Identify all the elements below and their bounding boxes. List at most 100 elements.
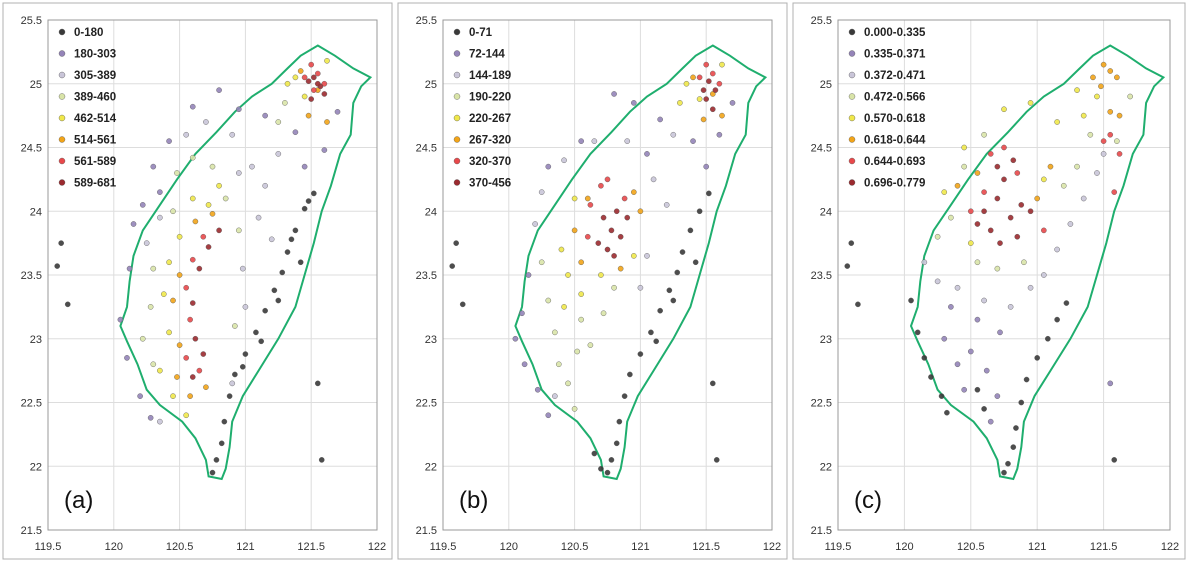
data-point	[657, 307, 663, 314]
data-point	[189, 103, 196, 110]
data-point	[1111, 457, 1118, 463]
legend-label: 72-144	[469, 49, 505, 61]
data-point	[954, 361, 961, 368]
data-point	[545, 163, 552, 170]
data-point	[921, 355, 928, 361]
data-point	[255, 214, 262, 221]
legend-marker	[848, 179, 856, 186]
data-point	[183, 284, 189, 291]
y-tick-label: 22.5	[416, 398, 437, 410]
data-point	[1047, 163, 1054, 170]
data-point	[994, 195, 1001, 202]
data-point	[176, 342, 183, 348]
data-point	[305, 198, 312, 204]
data-point	[1014, 170, 1021, 176]
data-point	[696, 208, 703, 215]
legend-marker	[58, 114, 66, 122]
data-point	[308, 96, 315, 102]
data-point	[1067, 221, 1074, 227]
y-tick-label: 24.5	[811, 143, 832, 155]
data-point	[311, 190, 317, 197]
data-point	[584, 233, 591, 240]
data-point	[1041, 272, 1047, 278]
data-point	[687, 227, 694, 234]
y-tick-label: 23	[425, 334, 437, 346]
data-point	[58, 240, 64, 246]
data-point	[587, 202, 594, 208]
legend-marker	[453, 157, 461, 165]
scatter-map-b: 21.5 22 22.5 23 23.5 24 24.5 25 25.5 119.5 120 120.…	[397, 2, 788, 560]
legend-label: 0.472-0.566	[864, 92, 925, 104]
data-point	[170, 297, 176, 304]
data-point	[716, 80, 723, 87]
data-point	[1094, 170, 1100, 176]
data-point	[1001, 106, 1007, 113]
plot-area	[47, 19, 378, 531]
data-point	[143, 240, 150, 246]
data-point	[709, 70, 716, 77]
data-point	[565, 380, 571, 387]
data-point	[130, 221, 137, 227]
data-point	[624, 138, 631, 144]
data-point	[1090, 74, 1096, 81]
data-point	[318, 457, 325, 463]
y-tick-label: 23	[30, 334, 42, 346]
data-point	[674, 269, 681, 276]
data-point	[449, 263, 456, 269]
data-point	[608, 227, 615, 234]
data-point	[696, 74, 703, 81]
data-point	[301, 163, 308, 170]
data-point	[848, 240, 855, 246]
data-point	[574, 348, 581, 355]
data-point	[1114, 74, 1120, 81]
data-point	[1001, 469, 1007, 476]
data-point	[1111, 189, 1118, 195]
data-point	[719, 61, 725, 68]
data-point	[677, 100, 683, 106]
data-point	[1027, 100, 1034, 106]
data-point	[983, 367, 990, 374]
x-tick-label: 120	[500, 541, 518, 553]
y-tick-label: 25	[820, 79, 832, 91]
data-point	[934, 278, 941, 285]
data-point	[305, 112, 312, 119]
data-point	[598, 465, 604, 472]
data-point	[997, 329, 1003, 336]
data-point	[324, 119, 330, 125]
legend-label: 0.335-0.371	[864, 49, 926, 61]
data-point	[176, 233, 183, 240]
data-point	[719, 112, 725, 119]
data-point	[1027, 208, 1034, 215]
scatter-map-c: 21.5 22 22.5 23 23.5 24 24.5 25 25.5 119.5 120 120.…	[792, 2, 1186, 560]
data-point	[914, 329, 921, 336]
data-point	[690, 138, 696, 144]
data-point	[203, 119, 209, 125]
data-point	[611, 253, 617, 259]
data-point	[617, 265, 624, 272]
legend-label: 389-460	[74, 92, 116, 104]
data-point	[54, 263, 61, 269]
data-point	[637, 208, 644, 215]
data-point	[1107, 109, 1114, 115]
data-point	[1010, 444, 1017, 450]
data-point	[221, 418, 228, 425]
data-point	[124, 355, 130, 361]
legend-label: 0-71	[469, 27, 493, 39]
data-point	[192, 218, 199, 225]
x-tick-label: 120.5	[957, 541, 985, 553]
data-point	[1041, 176, 1047, 183]
data-point	[275, 297, 282, 304]
data-point	[944, 409, 950, 416]
data-point	[591, 138, 598, 144]
data-point	[974, 386, 981, 393]
data-point	[611, 91, 617, 97]
data-point	[974, 316, 981, 323]
y-tick-label: 24	[820, 206, 832, 218]
y-tick-label: 25	[30, 79, 42, 91]
data-point	[578, 259, 584, 266]
data-point	[700, 87, 707, 93]
legend-marker	[453, 136, 461, 143]
data-point	[627, 371, 633, 378]
data-point	[1060, 182, 1067, 189]
data-point	[1034, 355, 1040, 361]
